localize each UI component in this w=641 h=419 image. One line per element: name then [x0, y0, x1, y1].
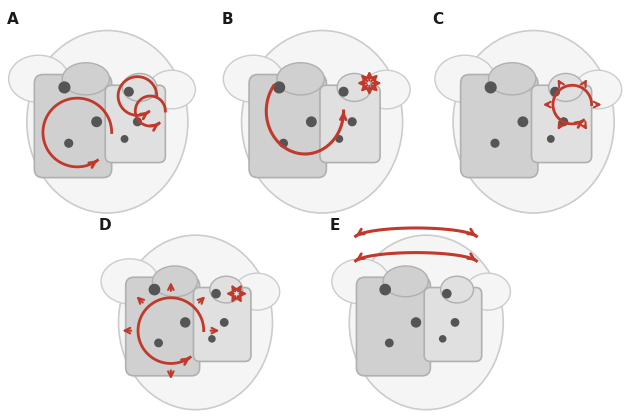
Circle shape	[380, 285, 390, 295]
Ellipse shape	[101, 259, 158, 304]
Text: A: A	[6, 12, 18, 27]
Ellipse shape	[465, 273, 510, 310]
Ellipse shape	[27, 31, 188, 213]
FancyBboxPatch shape	[249, 75, 326, 178]
Circle shape	[551, 88, 560, 96]
Ellipse shape	[8, 55, 69, 103]
Ellipse shape	[210, 276, 243, 303]
Circle shape	[121, 136, 128, 142]
Circle shape	[443, 290, 451, 298]
FancyBboxPatch shape	[35, 75, 112, 178]
Circle shape	[412, 318, 420, 327]
Ellipse shape	[440, 276, 474, 303]
Text: C: C	[433, 12, 444, 27]
Circle shape	[155, 339, 162, 347]
Circle shape	[274, 82, 285, 93]
Circle shape	[149, 285, 160, 295]
Circle shape	[386, 339, 393, 347]
Ellipse shape	[62, 63, 110, 95]
Text: E: E	[329, 218, 340, 233]
Circle shape	[65, 140, 72, 147]
Ellipse shape	[153, 266, 197, 297]
FancyBboxPatch shape	[320, 85, 380, 163]
Circle shape	[92, 117, 101, 127]
Ellipse shape	[332, 259, 389, 304]
Circle shape	[440, 336, 445, 342]
Ellipse shape	[435, 55, 495, 103]
Circle shape	[560, 118, 567, 126]
Circle shape	[59, 82, 70, 93]
Circle shape	[336, 136, 342, 142]
Circle shape	[212, 290, 220, 298]
FancyBboxPatch shape	[461, 75, 538, 178]
Circle shape	[124, 88, 133, 96]
Ellipse shape	[242, 31, 403, 213]
Circle shape	[451, 319, 459, 326]
Circle shape	[491, 140, 499, 147]
FancyBboxPatch shape	[356, 277, 430, 376]
Circle shape	[547, 136, 554, 142]
Circle shape	[221, 319, 228, 326]
FancyBboxPatch shape	[194, 287, 251, 362]
Ellipse shape	[122, 73, 157, 101]
Circle shape	[306, 117, 316, 127]
Circle shape	[209, 336, 215, 342]
FancyBboxPatch shape	[126, 277, 199, 376]
Ellipse shape	[148, 70, 196, 109]
Circle shape	[485, 82, 496, 93]
FancyBboxPatch shape	[105, 85, 165, 163]
Text: D: D	[99, 218, 112, 233]
Circle shape	[181, 318, 190, 327]
Ellipse shape	[119, 235, 272, 410]
Ellipse shape	[235, 273, 279, 310]
Ellipse shape	[549, 73, 583, 101]
FancyBboxPatch shape	[531, 85, 592, 163]
Ellipse shape	[277, 63, 324, 95]
Ellipse shape	[453, 31, 614, 213]
Ellipse shape	[223, 55, 283, 103]
Ellipse shape	[349, 235, 503, 410]
Text: B: B	[221, 12, 233, 27]
Ellipse shape	[488, 63, 536, 95]
Circle shape	[348, 118, 356, 126]
Circle shape	[518, 117, 528, 127]
Circle shape	[133, 118, 141, 126]
Circle shape	[339, 88, 348, 96]
Ellipse shape	[574, 70, 622, 109]
Circle shape	[279, 140, 287, 147]
FancyBboxPatch shape	[424, 287, 481, 362]
Ellipse shape	[337, 73, 372, 101]
Ellipse shape	[363, 70, 410, 109]
Ellipse shape	[383, 266, 428, 297]
